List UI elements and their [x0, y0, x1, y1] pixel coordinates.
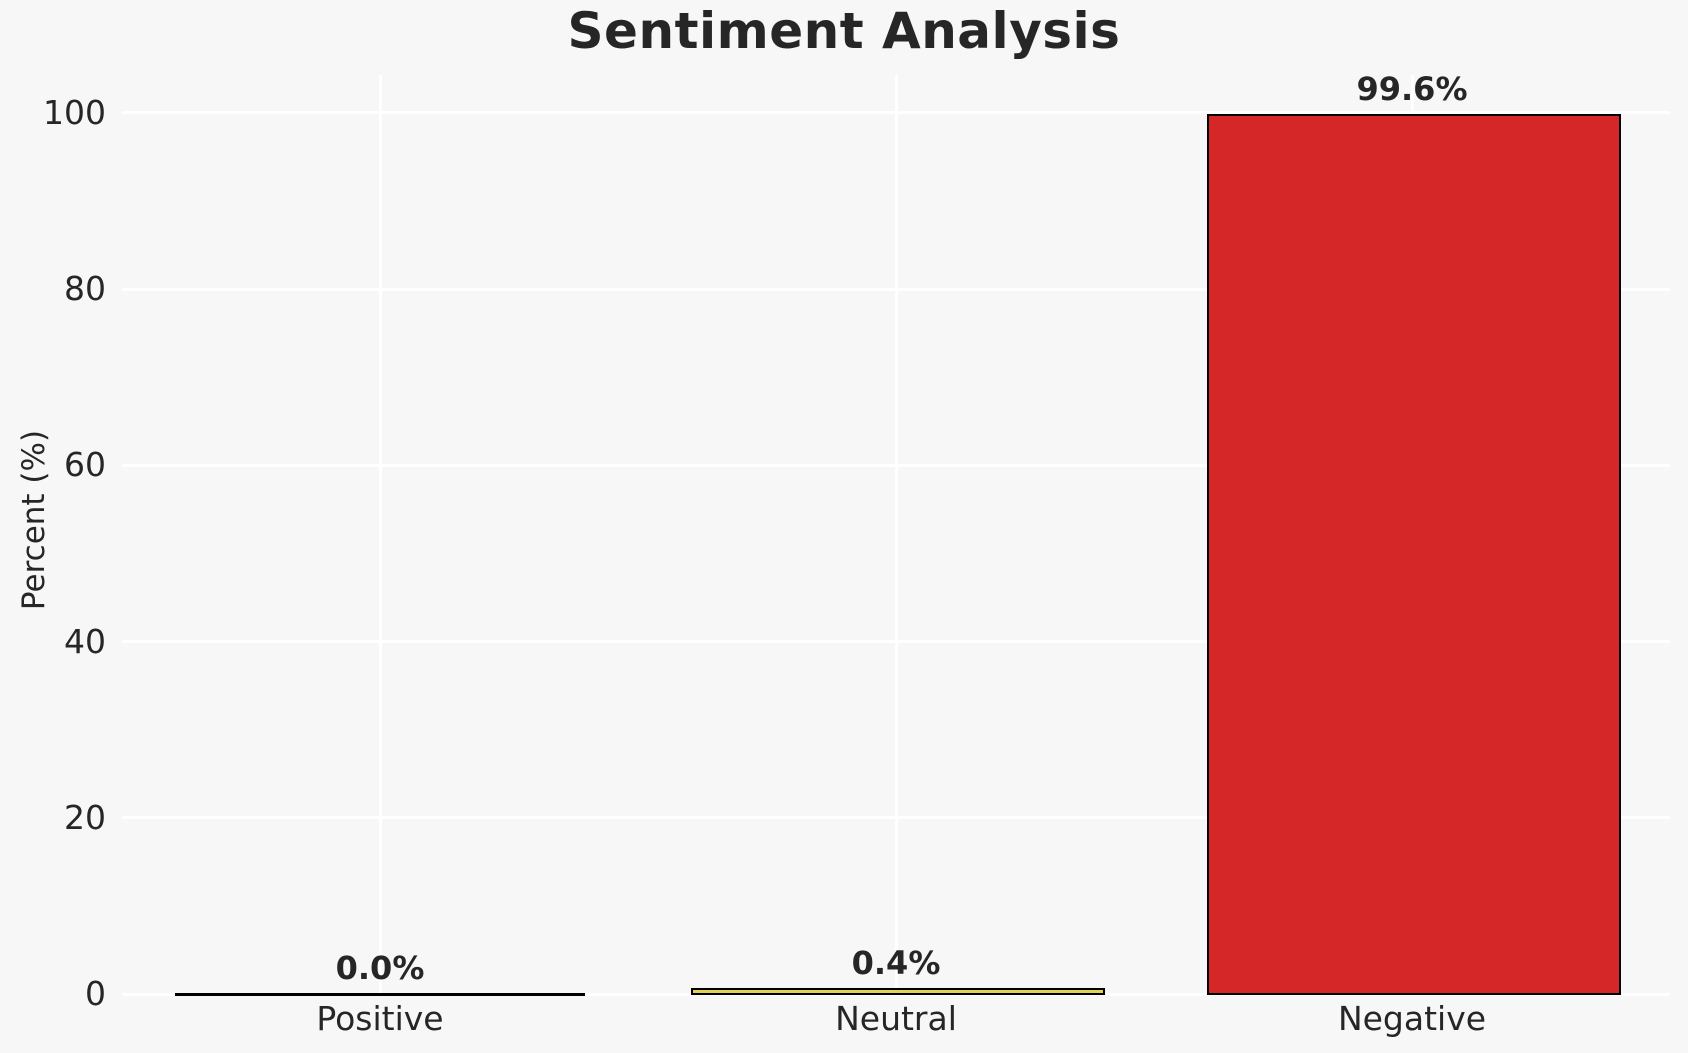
bar-value-label-negative: 99.6%: [1356, 69, 1468, 108]
y-tick-label-80: 80: [64, 269, 106, 309]
v-gridline-positive: [378, 75, 382, 994]
y-tick-label-100: 100: [43, 92, 106, 132]
x-tick-label-positive: Positive: [316, 999, 444, 1038]
y-tick-label-20: 20: [64, 797, 106, 837]
bar-negative: [1207, 113, 1621, 996]
bar-neutral: [691, 987, 1105, 996]
x-tick-label-negative: Negative: [1337, 999, 1487, 1038]
y-tick-label-60: 60: [64, 445, 106, 485]
bar-positive: [175, 992, 585, 996]
chart-title: Sentiment Analysis: [567, 2, 1121, 60]
x-tick-label-neutral: Neutral: [835, 999, 957, 1038]
bar-value-label-positive: 0.0%: [335, 948, 425, 987]
bar-value-label-neutral: 0.4%: [851, 943, 941, 982]
y-tick-label-40: 40: [64, 621, 106, 661]
y-tick-label-0: 0: [85, 974, 106, 1013]
v-gridline-neutral: [894, 75, 898, 994]
